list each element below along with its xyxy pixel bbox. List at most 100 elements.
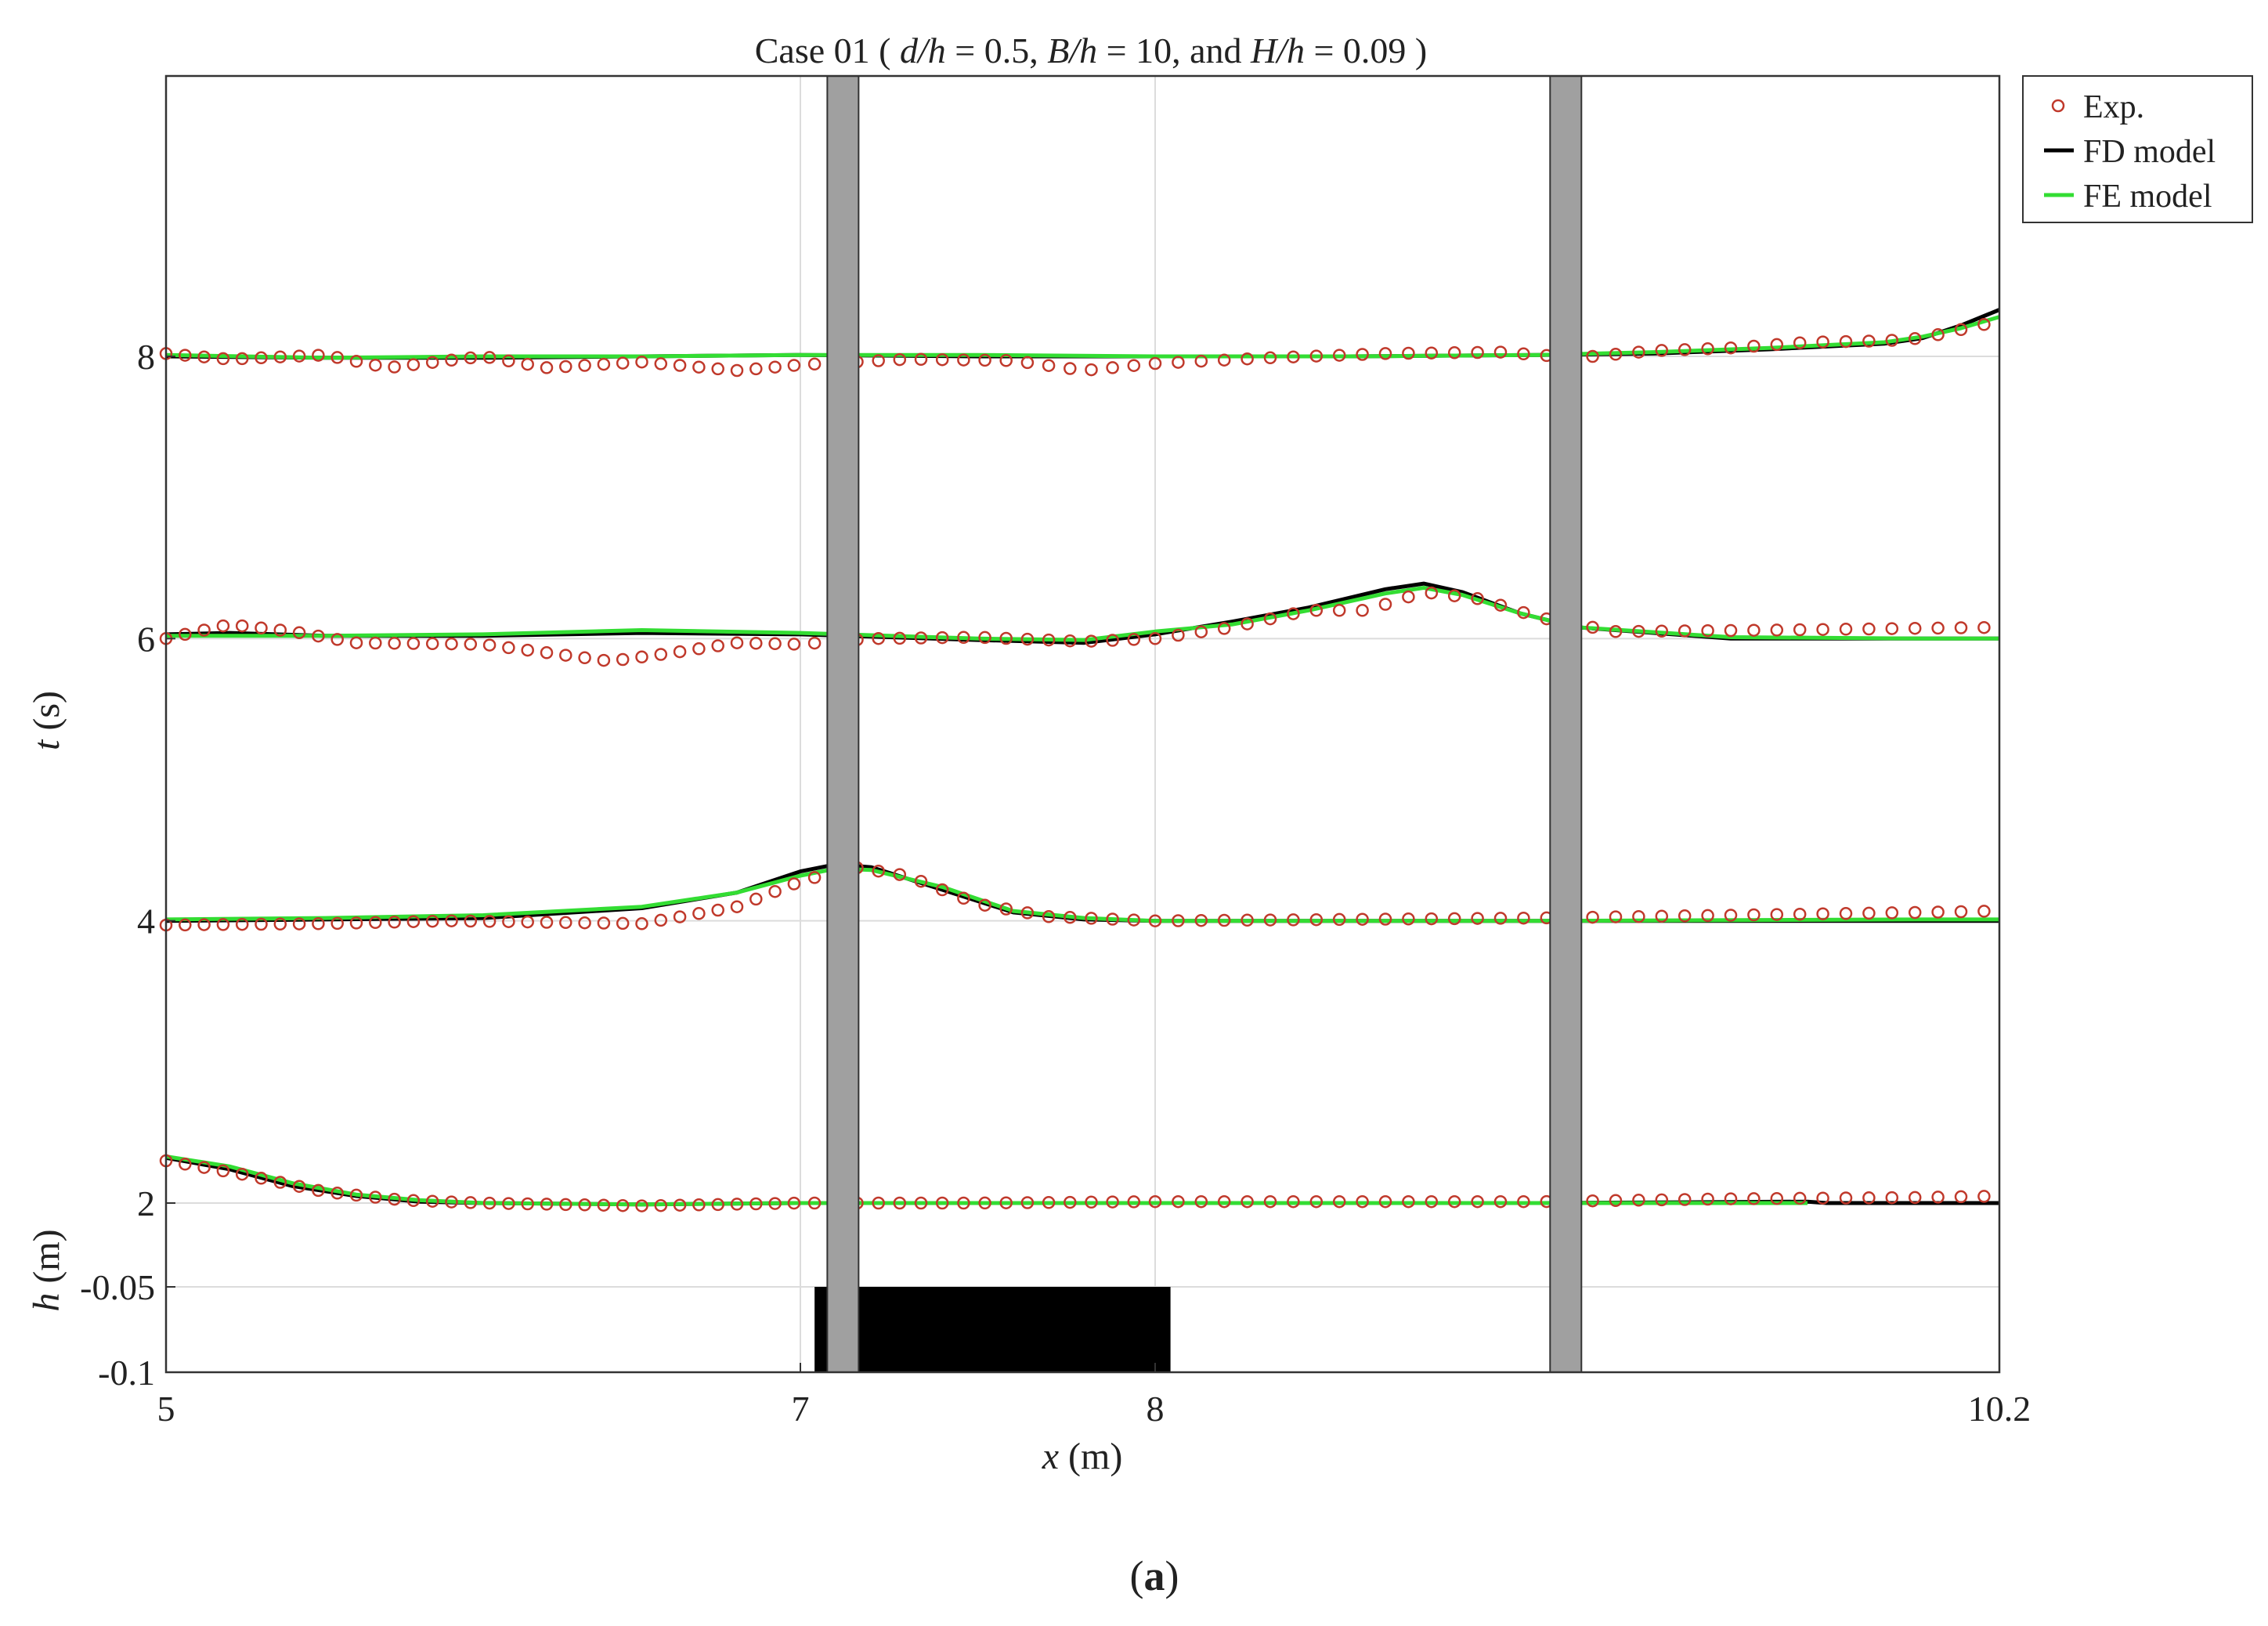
- exp-point: [1471, 592, 1484, 605]
- exp-point: [1493, 598, 1508, 612]
- legend-label-fe: FE model: [2083, 179, 2212, 215]
- exp-point: [1839, 334, 1853, 349]
- exp-point: [406, 358, 421, 371]
- exp-point: [807, 357, 822, 371]
- exp-point: [1106, 361, 1119, 374]
- exp-point: [1356, 348, 1369, 361]
- h-tick-label: -0.05: [80, 1267, 155, 1307]
- exp-point: [273, 917, 287, 931]
- fd-model-line: [165, 862, 1999, 923]
- exp-point: [787, 638, 801, 651]
- exp-point: [999, 631, 1013, 645]
- exp-point: [1701, 1192, 1714, 1206]
- exp-point: [1586, 620, 1599, 634]
- exp-point: [978, 898, 991, 912]
- exp-point: [999, 354, 1013, 367]
- exp-point: [235, 917, 249, 931]
- exp-point: [1106, 912, 1119, 926]
- exp-point: [349, 916, 363, 930]
- exp-point: [1020, 906, 1035, 920]
- exp-point: [1678, 624, 1692, 638]
- fe-model-line: [165, 866, 1999, 923]
- legend: Exp. FD model FE model: [2022, 75, 2253, 223]
- exp-point: [197, 1161, 211, 1174]
- exp-point: [1954, 323, 1968, 337]
- exp-point: [1908, 1191, 1922, 1205]
- y-axis-unit-h: (m): [26, 1229, 67, 1292]
- exp-point: [692, 360, 706, 374]
- y-axis-unit-t: (s): [26, 691, 67, 740]
- exp-point: [540, 361, 554, 374]
- exp-point: [197, 918, 211, 931]
- exp-point: [957, 631, 970, 645]
- title-part: = 0.09 ): [1305, 31, 1427, 70]
- exp-point: [1586, 1194, 1599, 1208]
- exp-point: [1127, 633, 1141, 646]
- exp-point: [635, 1199, 648, 1212]
- exp-point: [1770, 908, 1784, 921]
- legend-label-fd: FD model: [2083, 134, 2216, 170]
- exp-point: [1020, 356, 1035, 370]
- exp-point: [197, 350, 211, 363]
- exp-point: [578, 1198, 591, 1212]
- exp-point: [292, 917, 306, 930]
- exp-point: [578, 359, 591, 372]
- exp-point: [1770, 623, 1784, 637]
- exp-point: [482, 351, 497, 364]
- fd-model-line: [165, 1155, 1999, 1207]
- exp-point: [369, 636, 382, 650]
- exp-point: [578, 651, 591, 665]
- exp-point: [482, 915, 497, 928]
- exp-point: [1517, 605, 1530, 620]
- exp-point: [349, 1188, 363, 1202]
- exp-point: [635, 355, 648, 369]
- exp-point: [425, 637, 439, 651]
- exp-point: [273, 623, 287, 637]
- exp-point: [1816, 335, 1829, 349]
- exp-point: [578, 916, 591, 930]
- x-tick-label: 5: [157, 1389, 175, 1429]
- exp-point: [445, 637, 458, 651]
- exp-point: [330, 633, 344, 646]
- exp-point: [1287, 913, 1300, 927]
- exp-point: [1609, 348, 1623, 361]
- exp-point: [1655, 344, 1669, 357]
- exp-point: [999, 1196, 1013, 1209]
- exp-point: [1148, 914, 1162, 927]
- exp-point: [787, 359, 801, 372]
- exp-point: [654, 357, 668, 370]
- t-tick-label: 6: [137, 619, 155, 659]
- exp-point: [1839, 907, 1853, 920]
- exp-point: [559, 1198, 572, 1212]
- exp-point: [1042, 1196, 1056, 1209]
- exp-point: [1517, 911, 1530, 925]
- exp-point: [654, 913, 668, 927]
- exp-point: [1263, 351, 1277, 365]
- exp-point: [292, 349, 306, 363]
- exp-point: [559, 360, 572, 374]
- exp-point: [216, 352, 230, 366]
- exp-point: [1194, 913, 1208, 927]
- exp-point: [711, 362, 724, 376]
- series-layer: [159, 308, 2000, 1212]
- exp-point: [893, 631, 907, 645]
- exp-point: [1332, 604, 1346, 617]
- exp-point: [1793, 1191, 1807, 1205]
- exp-point: [1402, 590, 1415, 604]
- exp-point: [406, 1194, 421, 1208]
- exp-point: [540, 1198, 554, 1211]
- exp-point: [1263, 1194, 1277, 1209]
- h-tick-label: -0.1: [98, 1353, 155, 1393]
- exp-point: [1194, 1194, 1208, 1209]
- exp-point: [1127, 1195, 1141, 1209]
- exp-point: [1517, 1194, 1530, 1209]
- exp-point: [1172, 628, 1185, 642]
- exp-point: [1862, 334, 1876, 348]
- exp-point: [1586, 910, 1599, 924]
- exp-point: [893, 352, 907, 367]
- exp-point: [787, 1196, 801, 1210]
- exp-point: [1447, 346, 1461, 360]
- exp-point: [464, 638, 478, 651]
- exp-point: [1747, 1192, 1761, 1205]
